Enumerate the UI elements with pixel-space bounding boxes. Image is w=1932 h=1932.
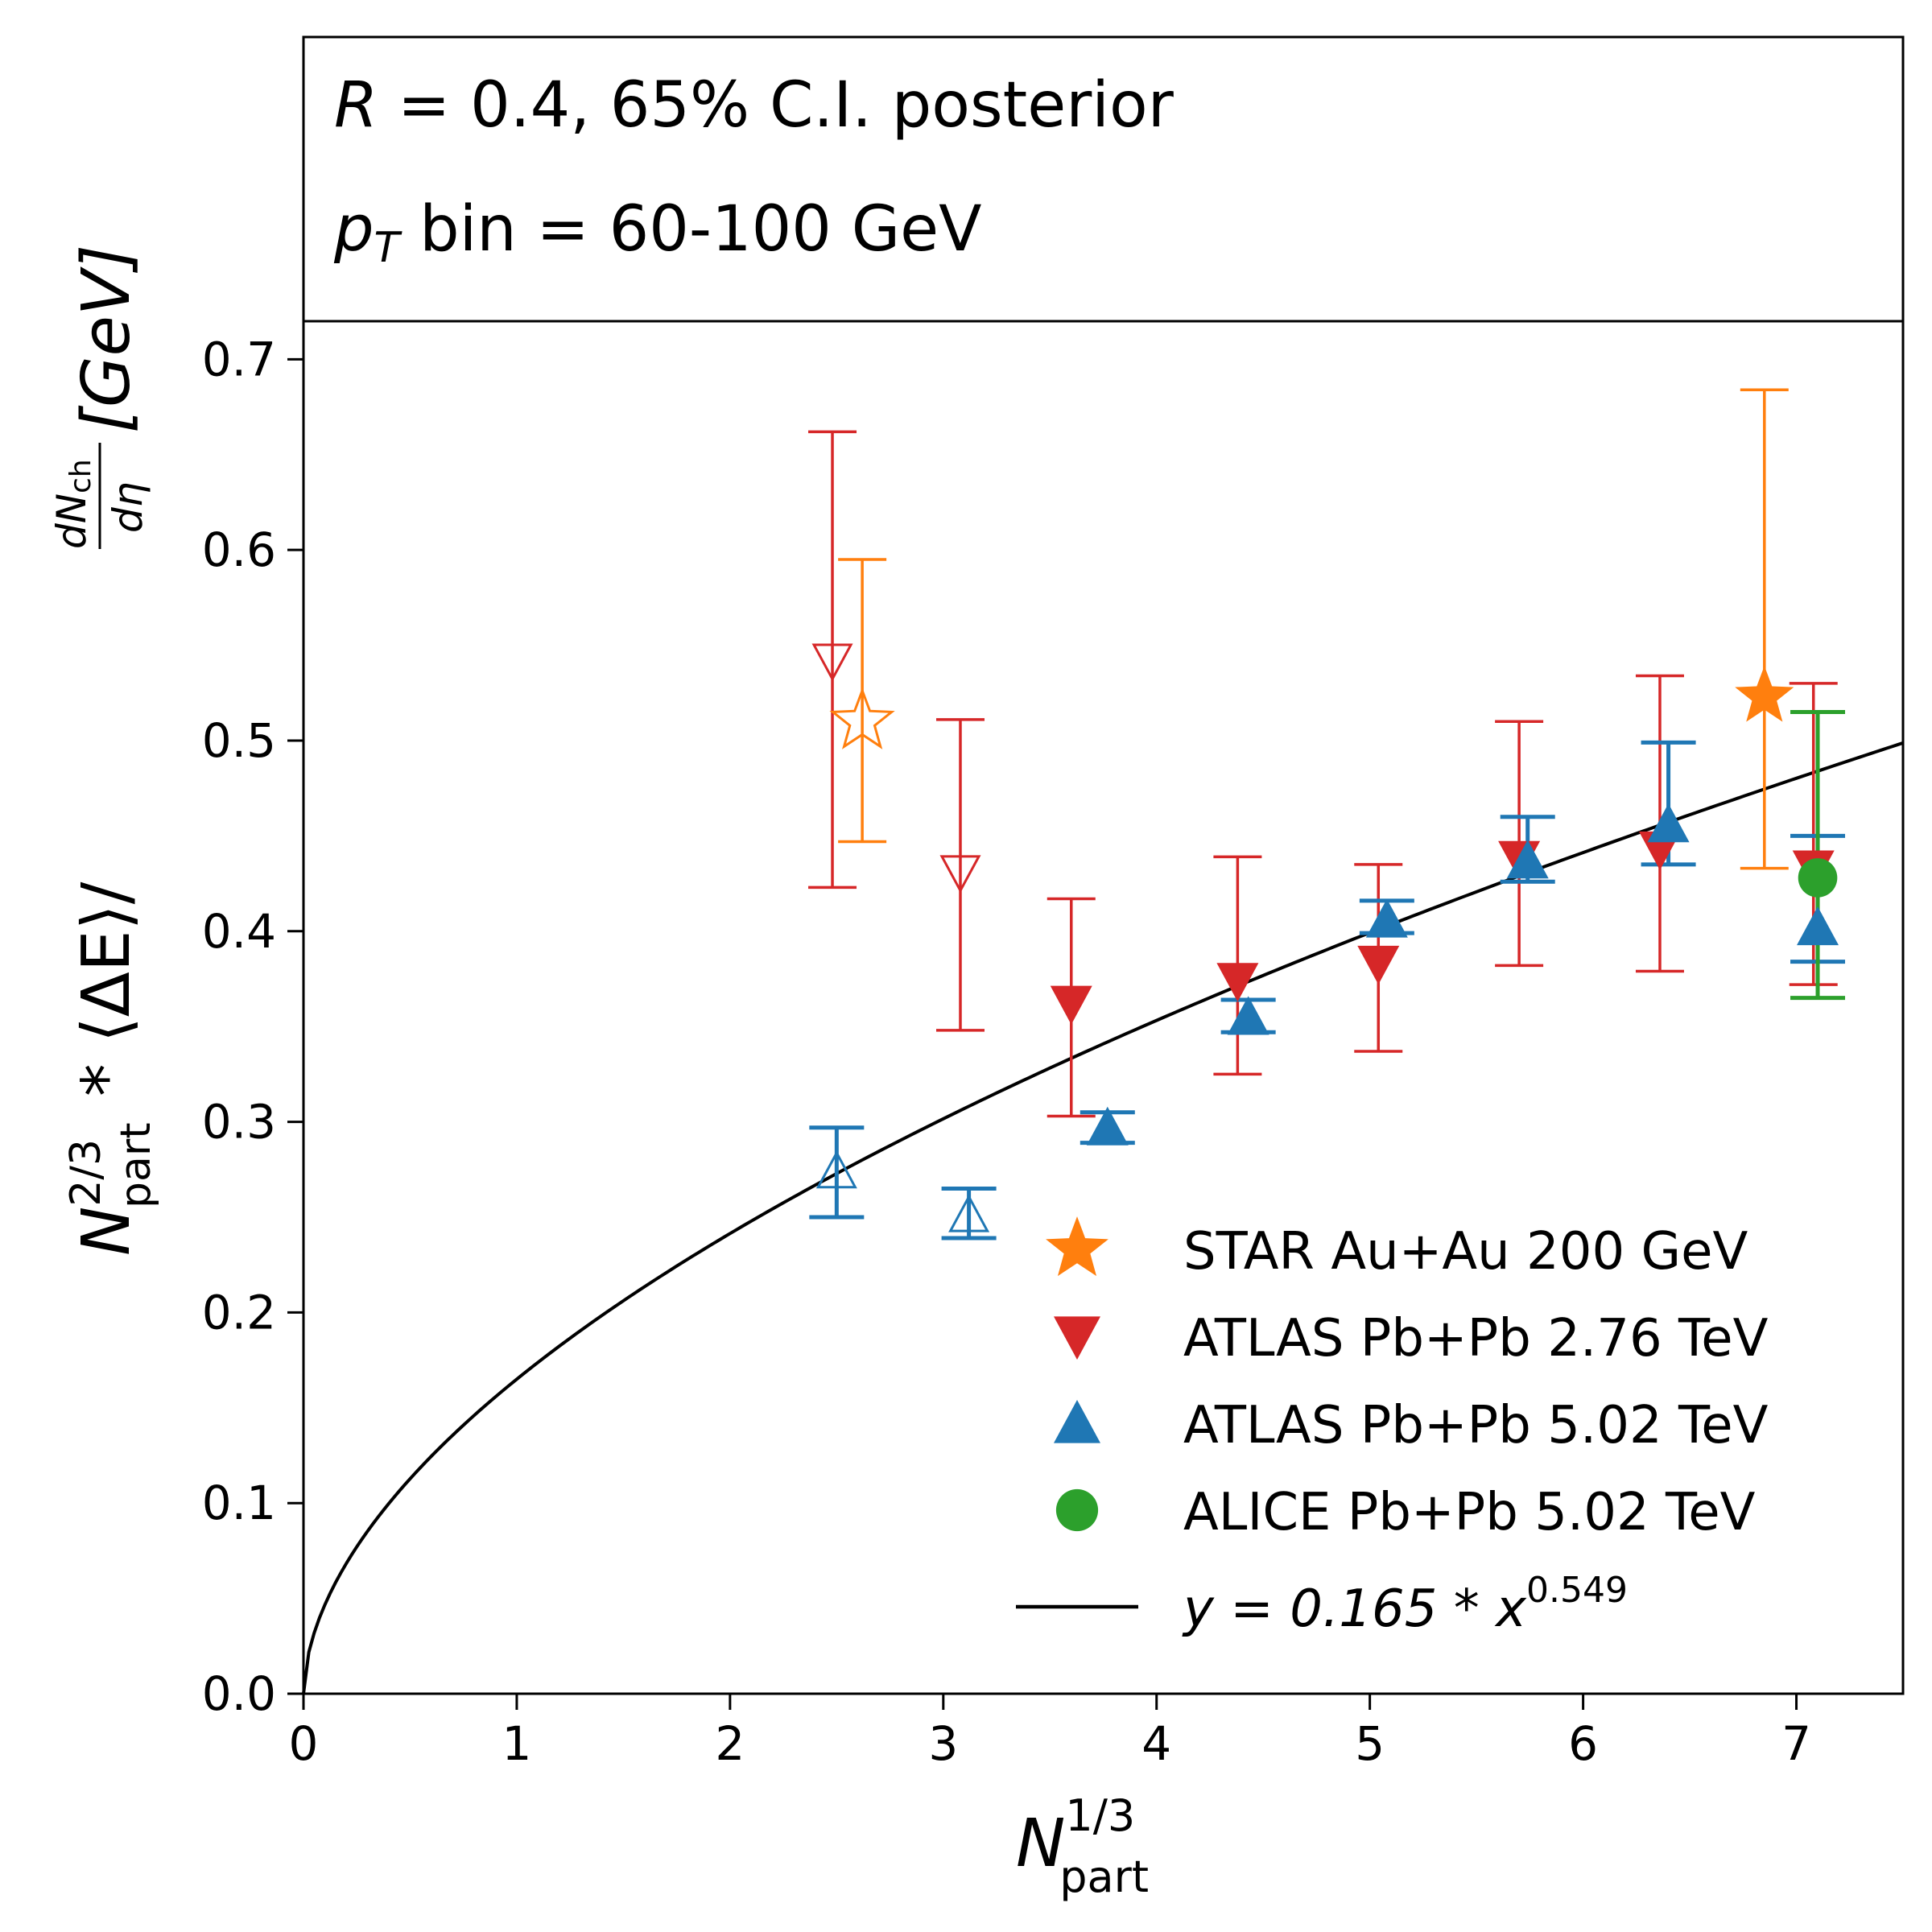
legend-label-alice: ALICE Pb+Pb 5.02 TeV [1183,1483,1756,1542]
info-line-1-symbol: R [334,69,378,142]
y-axis-label: N2/3part * ⟨ΔE⟩/ dNch dη [GeV] [48,245,160,1256]
x-tick-label: 6 [1568,1716,1598,1771]
plot-frame [302,320,1905,1695]
y-label-sup: 2/3 [62,1139,110,1207]
legend-triangle-up-marker [1054,1400,1100,1443]
y-tick-label: 0.1 [202,1476,276,1530]
x-label-main: N [1016,1806,1065,1882]
x-tick-label: 5 [1355,1716,1385,1771]
y-axis-ticks: 0.0 0.1 0.2 0.3 0.4 0.5 0.6 0.7 [202,332,303,1721]
x-tick-label: 7 [1781,1716,1811,1771]
triangle-up-marker [1086,1106,1129,1146]
y-label-frac-num: dN [48,493,95,549]
legend-label-atlas-276: ATLAS Pb+Pb 2.76 TeV [1183,1309,1769,1368]
triangle-down-marker [1357,945,1400,985]
info-line-2: pT bin = 60-100 GeV [334,193,982,272]
y-tick-label: 0.3 [202,1095,276,1150]
x-tick-label: 4 [1141,1716,1171,1771]
triangle-down-marker [1216,963,1259,1002]
y-label-frac-den: dη [105,482,151,533]
svg-text:dNch: dNch [48,459,97,549]
triangle-up-marker [1227,996,1269,1035]
legend-label-star: STAR Au+Au 200 GeV [1183,1222,1748,1282]
y-label-frac-num-sub: ch [64,459,97,493]
legend-circle-marker [1055,1488,1099,1532]
y-tick-label: 0.6 [202,522,276,577]
legend-markers [1046,1216,1108,1532]
triangle-down-marker [939,855,981,894]
triangle-up-marker [1647,803,1690,843]
legend-fit-prefix: y = 0.165 * x [1182,1579,1527,1639]
y-tick-label: 0.5 [202,713,276,768]
triangle-up-marker [1506,840,1549,879]
info-line-2-symbol: p [334,193,374,266]
legend-fit-exponent: 0.549 [1526,1570,1628,1611]
info-line-1: R = 0.4, 65% C.I. posterior [334,69,1174,142]
y-tick-label: 0.0 [202,1666,276,1721]
fit-layer [302,741,1904,1695]
x-axis-ticks: 0 1 2 3 4 5 6 7 [289,1694,1811,1771]
y-label-sub: part [112,1122,160,1208]
data-markers [811,643,1839,1232]
svg-text:N2/3part * ⟨ΔE⟩/: N2/3part * ⟨ΔE⟩/ [62,881,160,1256]
legend-triangle-down-marker [1054,1316,1100,1360]
triangle-up-marker [815,1150,857,1189]
y-label-mid: * ⟨ΔE⟩/ [68,881,145,1117]
legend-label-fit: y = 0.165 * x0.549 [1182,1570,1628,1639]
triangle-down-marker [811,643,853,682]
legend-star-marker [1046,1216,1108,1277]
x-axis-label: N1/3 part [1016,1790,1149,1902]
y-label-main: N [68,1207,145,1256]
x-label-sub: part [1059,1852,1149,1902]
x-tick-label: 3 [928,1716,958,1771]
star-marker [1735,666,1794,722]
info-line-2-subscript: T [374,224,400,272]
x-label-sup: 1/3 [1065,1790,1135,1841]
info-line-2-rest: bin = 60-100 GeV [399,193,982,266]
info-line-1-rest: = 0.4, 65% C.I. posterior [378,69,1174,142]
triangle-up-marker [948,1194,990,1232]
y-tick-label: 0.7 [202,332,276,386]
star-marker [829,687,895,749]
y-tick-label: 0.4 [202,904,276,959]
y-tick-label: 0.2 [202,1285,276,1340]
legend-label-atlas-502: ATLAS Pb+Pb 5.02 TeV [1183,1396,1769,1455]
x-tick-label: 0 [289,1716,319,1771]
triangle-up-marker [1365,898,1408,938]
triangle-down-marker [1050,985,1092,1025]
fit-curve [302,741,1904,1695]
x-tick-label: 2 [715,1716,745,1771]
x-tick-label: 1 [502,1716,531,1771]
circle-marker [1798,858,1838,898]
legend: STAR Au+Au 200 GeV ATLAS Pb+Pb 2.76 TeV … [1016,1216,1769,1639]
triangle-up-marker [1797,906,1839,946]
y-label-unit: [GeV] [68,245,145,433]
